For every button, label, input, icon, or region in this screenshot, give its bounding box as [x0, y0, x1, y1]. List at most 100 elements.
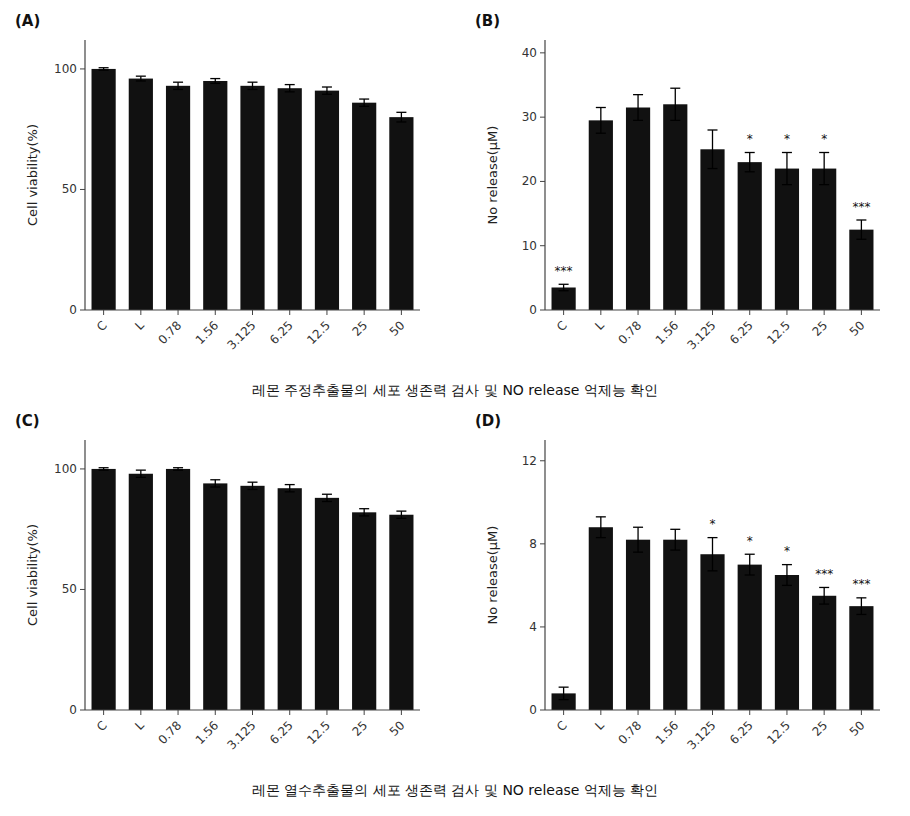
bar — [240, 486, 264, 710]
error-line — [289, 485, 290, 492]
error-line — [786, 565, 787, 586]
error-cap — [359, 98, 369, 99]
error-line — [326, 87, 327, 94]
x-tick — [861, 710, 862, 715]
error-line — [824, 587, 825, 604]
x-tick-label: 50 — [847, 318, 868, 339]
bar — [352, 512, 376, 710]
x-tick — [364, 310, 365, 315]
error-cap — [136, 76, 146, 77]
error-line — [712, 538, 713, 571]
error-line — [364, 509, 365, 516]
error-bar — [285, 485, 295, 492]
error-cap — [596, 537, 606, 538]
error-line — [786, 153, 787, 185]
error-line — [637, 527, 638, 552]
error-cap — [322, 94, 332, 95]
error-cap — [819, 587, 829, 588]
x-tick-label: C — [554, 718, 570, 734]
error-cap — [99, 469, 109, 470]
panel: 04812CL0.781.563.1256.2512.52550No relea… — [475, 412, 880, 752]
error-line — [637, 95, 638, 121]
y-tick-label: 8 — [529, 537, 537, 551]
bars — [92, 68, 414, 310]
x-tick — [786, 310, 787, 315]
x-tick — [140, 310, 141, 315]
error-bar — [856, 220, 866, 239]
error-bar — [173, 468, 183, 470]
x-tick-label: 3.125 — [224, 318, 258, 352]
x-tick-label: C — [94, 718, 110, 734]
error-cap — [248, 82, 258, 83]
error-cap — [285, 91, 295, 92]
error-cap — [396, 518, 406, 519]
error-line — [563, 687, 564, 699]
x-tick — [103, 710, 104, 715]
error-bar — [856, 598, 866, 615]
x-tick-label: 50 — [387, 718, 408, 739]
error-cap — [745, 554, 755, 555]
error-cap — [99, 467, 109, 468]
error-bar — [670, 88, 680, 120]
y-tick-label: 40 — [522, 46, 537, 60]
error-bar — [819, 587, 829, 604]
bar — [849, 606, 873, 710]
error-line — [861, 598, 862, 615]
x-tick-label: 3.125 — [684, 318, 718, 352]
y-tick — [80, 589, 85, 590]
bar — [166, 469, 190, 710]
error-cap — [596, 107, 606, 108]
error-cap — [322, 501, 332, 502]
panel: 010203040CL0.781.563.1256.2512.52550No r… — [475, 12, 880, 352]
error-cap — [210, 486, 220, 487]
error-line — [675, 529, 676, 550]
error-line — [401, 112, 402, 122]
bar — [812, 596, 836, 710]
x-tick — [401, 710, 402, 715]
y-tick — [80, 468, 85, 469]
bar — [663, 540, 687, 710]
bar — [700, 554, 724, 710]
bar — [129, 474, 153, 710]
x-tick-label: 3.125 — [224, 718, 258, 752]
error-cap — [136, 80, 146, 81]
error-bar — [559, 284, 569, 290]
x-tick-label: 1.56 — [653, 718, 682, 747]
error-cap — [782, 564, 792, 565]
bar — [203, 483, 227, 710]
bars — [552, 88, 874, 310]
y-tick — [540, 310, 545, 311]
x-tick — [824, 710, 825, 715]
y-axis-label: Cell viability(%) — [25, 524, 40, 626]
error-bar — [210, 480, 220, 487]
error-bar — [708, 538, 718, 571]
x-tick — [563, 310, 564, 315]
x-tick — [712, 310, 713, 315]
x-tick — [638, 310, 639, 315]
x-tick — [326, 710, 327, 715]
x-tick-label: 12.5 — [304, 318, 333, 347]
x-tick — [289, 710, 290, 715]
error-cap — [210, 83, 220, 84]
y-tick — [80, 710, 85, 711]
error-line — [140, 470, 141, 477]
error-cap — [99, 69, 109, 70]
error-cap — [596, 133, 606, 134]
background — [0, 0, 910, 816]
significance-label: * — [784, 544, 790, 558]
significance-label: * — [747, 132, 753, 146]
error-cap — [559, 687, 569, 688]
error-bar — [99, 468, 109, 470]
x-tick-label: C — [554, 318, 570, 334]
y-axis — [544, 40, 545, 310]
bar — [389, 117, 413, 310]
x-tick — [326, 310, 327, 315]
error-cap — [136, 469, 146, 470]
caption: 레몬 열수추출물의 세포 생존력 검사 및 NO release 억제능 확인 — [252, 782, 659, 798]
bar — [552, 288, 576, 311]
x-tick-label: 12.5 — [764, 718, 793, 747]
significance-label: * — [821, 132, 827, 146]
error-line — [563, 284, 564, 290]
error-cap — [782, 184, 792, 185]
y-tick-label: 50 — [62, 182, 77, 196]
